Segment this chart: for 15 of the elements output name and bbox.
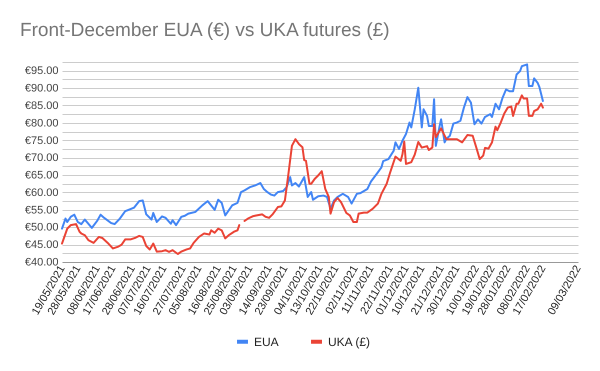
y-tick-label: €85.00 xyxy=(24,100,58,112)
y-tick-label: €90.00 xyxy=(24,82,58,95)
y-tick-label: €55.00 xyxy=(24,204,58,216)
line-series xyxy=(61,63,544,230)
y-tick-label: €70.00 xyxy=(24,152,58,164)
y-tick-label: €50.00 xyxy=(24,222,58,234)
y-tick-label: €65.00 xyxy=(24,170,58,182)
y-tick-label: €60.00 xyxy=(24,186,58,199)
legend-label: EUA xyxy=(254,334,279,349)
y-tick-label: €45.00 xyxy=(24,239,58,252)
y-tick-label: €80.00 xyxy=(24,117,58,130)
y-tick-label: €95.00 xyxy=(24,65,58,78)
chart-title: Front-December EUA (€) vs UKA futures (£) xyxy=(20,20,390,41)
legend-label: UKA (£) xyxy=(328,334,370,349)
y-tick-label: €75.00 xyxy=(24,134,58,147)
